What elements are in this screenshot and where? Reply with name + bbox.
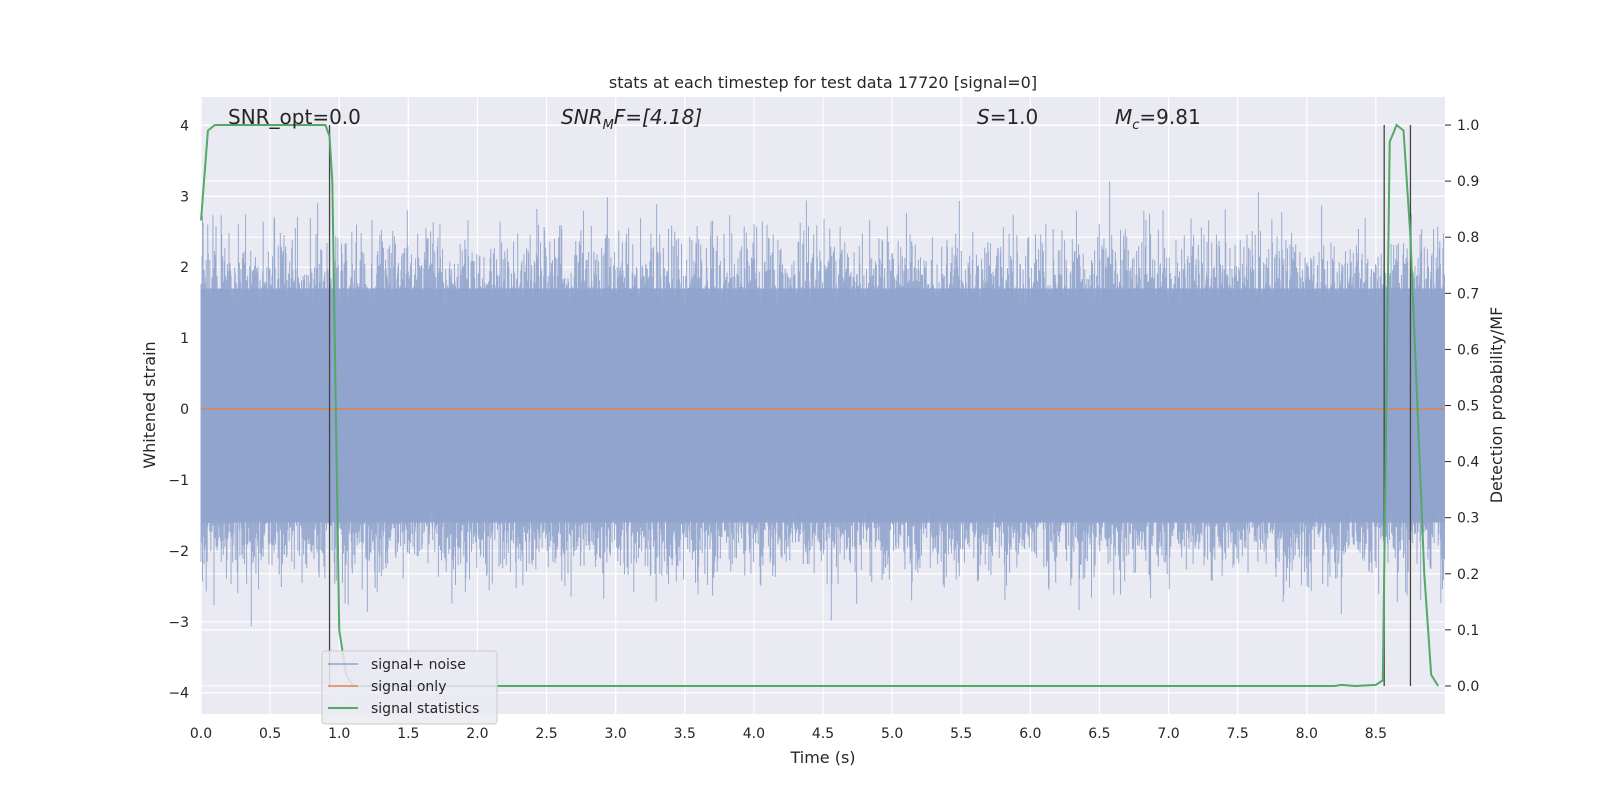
annotation-mc-sub: c [1132,118,1139,133]
annotation-s-var: S [977,105,990,129]
y-tick-label-right: 0.8 [1457,230,1479,246]
x-tick-label: 0.0 [190,726,212,742]
x-tick-label: 7.0 [1157,726,1179,742]
y-tick-label-left: −2 [168,544,189,560]
x-ticks: 0.0 0.5 1.0 1.5 2.0 2.5 3.0 3.5 4.0 4.5 5.0 5.5 6.0 6… [190,726,1387,742]
x-tick-label: 4.5 [812,726,834,742]
y-tick-label-left: 1 [180,331,189,347]
y-tick-label-right: 0.3 [1457,511,1479,527]
y-axis-label-right: Detection probability/MF [1487,307,1506,504]
y-tick-label-left: 3 [180,189,189,205]
x-tick-label: 6.5 [1088,726,1110,742]
legend: signal+ noise signal only signal statist… [321,650,498,725]
x-tick-label: 0.5 [259,726,281,742]
x-tick-label: 6.0 [1019,726,1041,742]
x-tick-label: 5.0 [881,726,903,742]
y-ticks-left: −4 −3 −2 −1 0 1 2 3 4 [168,118,189,701]
x-tick-label: 1.5 [397,726,419,742]
y-tick-label-left: 0 [180,402,189,418]
y-tick-label-right: 0.4 [1457,455,1479,471]
legend-label-signal-only: signal only [371,679,446,695]
y-tick-label-left: 4 [180,118,189,134]
x-tick-label: 1.0 [328,726,350,742]
x-axis-label: Time (s) [789,748,855,767]
x-tick-label: 8.0 [1296,726,1318,742]
annotation-s-rest: =1.0 [990,105,1039,129]
series-signal-statistics [200,123,1439,687]
x-tick-label: 7.5 [1227,726,1249,742]
annotation-mc-var: M [1115,105,1132,129]
y-tick-label-right: 0.9 [1457,174,1479,190]
annotation-mc: Mc=9.81 [1115,105,1201,133]
y-tick-label-right: 0.6 [1457,342,1479,358]
x-tick-label: 3.0 [605,726,627,742]
chart-title: stats at each timestep for test data 177… [609,73,1037,92]
y-tick-label-right: 1.0 [1457,118,1479,134]
annotation-s: S=1.0 [977,105,1038,129]
y-tick-label-right: 0.0 [1457,679,1479,695]
y-tick-label-right: 0.5 [1457,399,1479,415]
y-tick-label-left: −1 [168,473,189,489]
y-axis-label-left: Whitened strain [140,341,159,468]
y-ticks-right: 0.0 0.1 0.2 0.3 0.4 0.5 0.6 0.7 0.8 0.9 1.0 [1445,118,1479,695]
x-tick-label: 5.5 [950,726,972,742]
annotation-mc-rest: =9.81 [1139,105,1200,129]
y-tick-label-right: 0.7 [1457,286,1479,302]
y-tick-label-left: 2 [180,260,189,276]
y-tick-label-left: −4 [168,686,189,702]
x-tick-label: 2.0 [466,726,488,742]
y-tick-label-right: 0.1 [1457,623,1479,639]
annotation-snr-mf-sub: M [603,118,614,133]
x-tick-label: 2.5 [535,726,557,742]
legend-box [321,650,498,725]
annotation-snr-mf: SNRMF=[4.18] [561,105,702,133]
annotation-snr-mf-main: SNR [561,105,603,129]
annotation-snr-opt: SNR_opt=0.0 [228,105,361,129]
legend-label-signal-statistics: signal statistics [371,701,479,717]
x-tick-label: 8.5 [1365,726,1387,742]
x-tick-label: 4.0 [743,726,765,742]
series-signal-plus-noise [200,181,1445,627]
y-tick-label-left: −3 [168,615,189,631]
annotation-snr-mf-rest: F=[4.18] [614,105,702,129]
y-tick-label-right: 0.2 [1457,567,1479,583]
legend-label-signal-plus-noise: signal+ noise [371,657,466,673]
x-tick-label: 3.5 [674,726,696,742]
